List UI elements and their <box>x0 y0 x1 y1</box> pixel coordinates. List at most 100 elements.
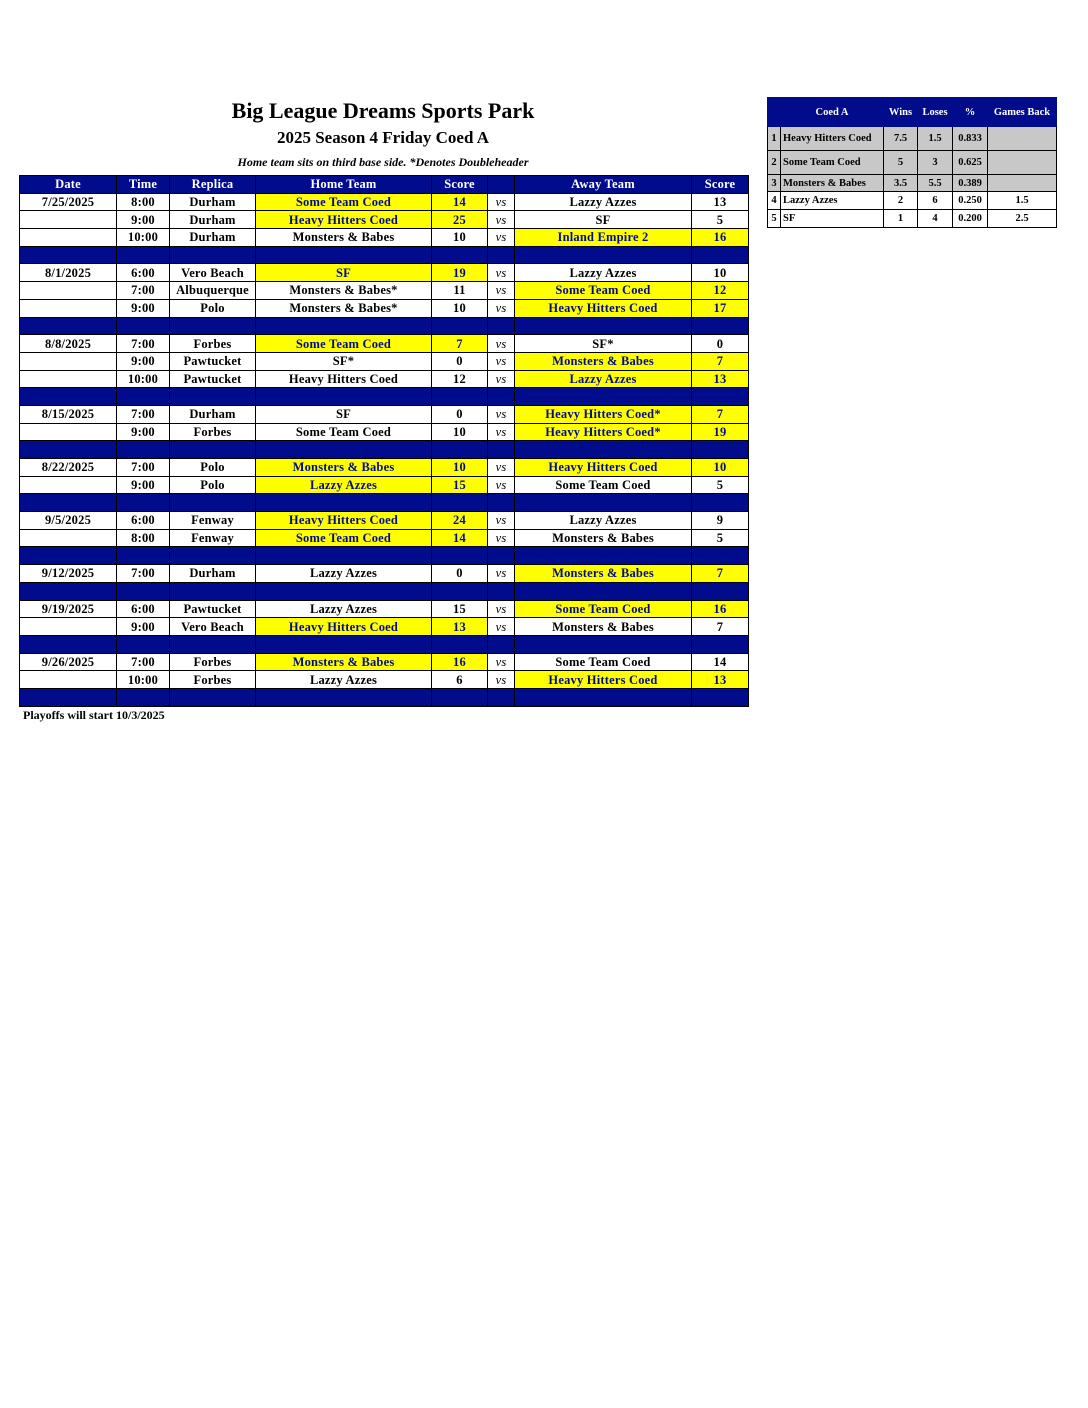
home-team-cell: Lazzy Azzes <box>255 599 432 619</box>
field-cell: Polo <box>169 458 256 477</box>
vs-cell: vs <box>487 210 515 230</box>
spacer-cell <box>487 581 515 601</box>
away-score-cell: 12 <box>691 281 749 300</box>
vs-cell: vs <box>487 652 515 672</box>
column-header: Date <box>19 175 117 194</box>
column-header: % <box>952 97 988 127</box>
spacer-cell <box>431 581 488 601</box>
game-row: 10:00 Forbes Lazzy Azzes 6 vs Heavy Hitters C… <box>19 670 749 689</box>
game-row: 10:00 Durham Monsters & Babes 10 vs Inland Em… <box>19 228 749 247</box>
page-title: Big League Dreams Sports Park <box>231 98 535 123</box>
field-cell: Durham <box>169 228 256 247</box>
spacer-cell <box>169 440 256 459</box>
time-cell: 8:00 <box>116 192 170 212</box>
field-cell: Durham <box>169 210 256 230</box>
spacer-cell <box>691 687 749 707</box>
away-team-cell: Monsters & Babes <box>514 564 692 583</box>
date-cell <box>19 422 117 442</box>
home-score-cell: 15 <box>431 599 488 619</box>
game-row: 9:00 Vero Beach Heavy Hitters Coed 13 vs Mons… <box>19 617 749 636</box>
spacer-cell <box>255 440 432 459</box>
spacer-cell <box>487 546 515 566</box>
pct-cell: 0.200 <box>952 209 988 228</box>
spacer-cell <box>431 634 488 654</box>
spacer-cell <box>431 245 488 265</box>
date-cell: 8/1/2025 <box>19 263 117 283</box>
spacer-cell <box>255 245 432 265</box>
vs-cell: vs <box>487 528 515 548</box>
spacer-cell <box>514 687 692 707</box>
field-cell: Forbes <box>169 652 256 672</box>
spacer-cell <box>431 387 488 406</box>
away-team-cell: Heavy Hitters Coed <box>514 670 692 689</box>
game-row: 9:00 Polo Monsters & Babes* 10 vs Heavy Hitte… <box>19 298 749 318</box>
away-score-cell: 16 <box>691 599 749 619</box>
spacer-cell <box>514 316 692 336</box>
spacer-cell <box>514 245 692 265</box>
home-score-cell: 10 <box>431 422 488 442</box>
spacer-cell <box>431 316 488 336</box>
home-team-cell: SF <box>255 263 432 283</box>
home-team-cell: SF* <box>255 351 432 371</box>
away-team-cell: Heavy Hitters Coed* <box>514 404 692 424</box>
time-cell: 9:00 <box>116 475 170 495</box>
home-team-cell: Monsters & Babes <box>255 228 432 247</box>
column-header: Loses <box>917 97 953 127</box>
game-row: 9/19/2025 6:00 Pawtucket Lazzy Azzes 15 vs Som… <box>19 599 749 619</box>
page-subtitle: 2025 Season 4 Friday Coed A <box>276 128 490 147</box>
schedule-table: Date Time Replica Home Team Score Away Team Sc… <box>19 175 749 707</box>
away-team-cell: Heavy Hitters Coed <box>514 458 692 477</box>
standings-header-row: Coed A Wins Loses% Games Back <box>767 97 1057 127</box>
spacer-cell <box>116 245 170 265</box>
pct-cell: 0.833 <box>952 126 988 151</box>
field-cell: Pawtucket <box>169 369 256 389</box>
column-header: Time <box>116 175 170 194</box>
away-team-cell: Monsters & Babes <box>514 528 692 548</box>
column-header <box>487 175 515 194</box>
away-score-cell: 10 <box>691 458 749 477</box>
home-score-cell: 15 <box>431 475 488 495</box>
column-header: Games Back <box>987 97 1057 127</box>
field-cell: Polo <box>169 298 256 318</box>
vs-cell: vs <box>487 334 515 353</box>
home-team-cell: Heavy Hitters Coed <box>255 617 432 636</box>
spacer-cell <box>514 546 692 566</box>
spacer-cell <box>255 546 432 566</box>
spacer-row <box>19 245 749 265</box>
home-team-cell: Monsters & Babes* <box>255 298 432 318</box>
home-team-cell: Heavy Hitters Coed <box>255 511 432 530</box>
away-score-cell: 19 <box>691 422 749 442</box>
date-cell <box>19 369 117 389</box>
home-team-cell: Some Team Coed <box>255 528 432 548</box>
spacer-cell <box>691 387 749 406</box>
spacer-cell <box>19 245 117 265</box>
spacer-cell <box>19 493 117 513</box>
away-score-cell: 5 <box>691 210 749 230</box>
standings-row: 2 Some Team Coed 5 3 0.625 <box>767 150 1057 175</box>
game-row: 10:00 Pawtucket Heavy Hitters Coed 12 vs Lazz… <box>19 369 749 389</box>
spacer-cell <box>169 245 256 265</box>
spacer-cell <box>691 440 749 459</box>
spacer-cell <box>487 387 515 406</box>
spacer-cell <box>169 634 256 654</box>
column-header: Replica <box>169 175 256 194</box>
vs-cell: vs <box>487 351 515 371</box>
home-score-cell: 11 <box>431 281 488 300</box>
spacer-cell <box>19 316 117 336</box>
date-cell <box>19 670 117 689</box>
home-score-cell: 10 <box>431 458 488 477</box>
vs-cell: vs <box>487 670 515 689</box>
spacer-row <box>19 634 749 654</box>
home-team-cell: Lazzy Azzes <box>255 670 432 689</box>
away-team-cell: Monsters & Babes <box>514 617 692 636</box>
spacer-cell <box>19 387 117 406</box>
schedule-note: Home team sits on third base side. *Deno… <box>237 155 529 169</box>
date-cell <box>19 617 117 636</box>
games-back-cell <box>987 126 1057 151</box>
field-cell: Forbes <box>169 422 256 442</box>
time-cell: 7:00 <box>116 281 170 300</box>
away-team-cell: Some Team Coed <box>514 652 692 672</box>
home-score-cell: 14 <box>431 528 488 548</box>
spacer-cell <box>255 387 432 406</box>
away-team-cell: Heavy Hitters Coed <box>514 298 692 318</box>
